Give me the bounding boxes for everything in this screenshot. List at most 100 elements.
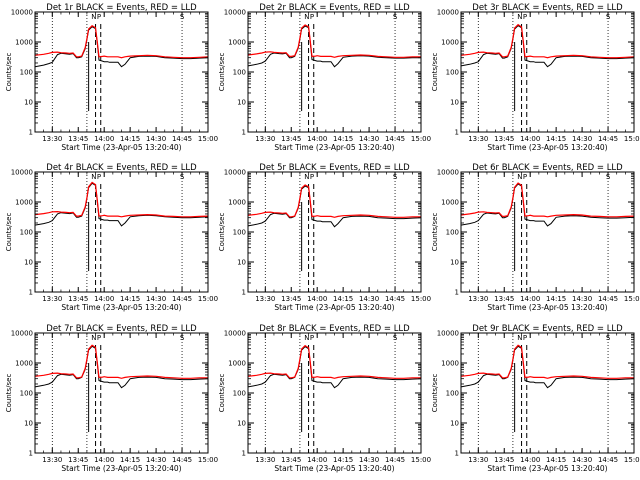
panel-4: Det 4r BLACK = Events, RED = LLDNPS11010… xyxy=(5,163,218,312)
panel-1: Det 1r BLACK = Events, RED = LLDNPS11010… xyxy=(5,3,218,152)
x-axis-label: Start Time (23-Apr-05 13:20:40) xyxy=(487,303,607,312)
y-tick-label: 1 xyxy=(455,129,459,137)
events-series-line xyxy=(34,182,209,227)
y-tick-label: 10000 xyxy=(437,169,459,177)
panel-2: Det 2r BLACK = Events, RED = LLDNPS11010… xyxy=(218,3,431,152)
x-tick-label: 14:45 xyxy=(385,135,405,143)
y-tick-label: 10 xyxy=(24,420,33,428)
x-tick-label: 14:00 xyxy=(520,456,540,464)
x-tick-label: 14:15 xyxy=(120,456,140,464)
y-tick-label: 10 xyxy=(24,259,33,267)
x-tick-label: 14:45 xyxy=(385,456,405,464)
x-tick-label: 15:00 xyxy=(411,295,431,303)
x-tick-label: 14:00 xyxy=(307,135,327,143)
x-tick-label: 13:45 xyxy=(494,135,514,143)
panel-title: Det 6r BLACK = Events, RED = LLD xyxy=(472,163,623,173)
x-tick-label: 13:30 xyxy=(468,295,488,303)
x-tick-label: 13:45 xyxy=(68,135,88,143)
x-tick-label: 13:45 xyxy=(281,456,301,464)
y-tick-label: 10 xyxy=(237,99,246,107)
events-series-line xyxy=(34,26,209,68)
lld-series-line xyxy=(247,24,421,58)
x-axis-label: Start Time (23-Apr-05 13:20:40) xyxy=(274,303,394,312)
y-tick-label: 1000 xyxy=(15,360,33,368)
y-tick-label: 10000 xyxy=(437,330,459,338)
panel-title: Det 4r BLACK = Events, RED = LLD xyxy=(46,163,197,173)
y-tick-label: 100 xyxy=(20,69,33,77)
top-marker-P: P xyxy=(97,13,101,21)
top-marker-P: P xyxy=(523,334,527,342)
x-tick-label: 14:00 xyxy=(94,295,114,303)
y-tick-label: 1000 xyxy=(15,39,33,47)
y-tick-label: 1 xyxy=(455,289,459,297)
y-tick-label: 1000 xyxy=(441,360,459,368)
x-tick-label: 14:30 xyxy=(572,456,592,464)
x-tick-label: 14:45 xyxy=(385,295,405,303)
x-tick-label: 14:45 xyxy=(172,295,192,303)
x-tick-label: 14:30 xyxy=(572,135,592,143)
x-tick-label: 14:30 xyxy=(146,135,166,143)
x-tick-label: 14:45 xyxy=(598,295,618,303)
x-axis-label: Start Time (23-Apr-05 13:20:40) xyxy=(61,303,181,312)
x-tick-label: 14:15 xyxy=(546,295,566,303)
x-tick-label: 15:00 xyxy=(624,135,640,143)
top-marker-N: N xyxy=(91,173,96,181)
y-axis-label: Counts/sec xyxy=(431,374,439,413)
y-tick-label: 100 xyxy=(446,69,459,77)
x-tick-label: 15:00 xyxy=(198,135,218,143)
lld-series-line xyxy=(34,181,209,218)
x-tick-label: 14:15 xyxy=(546,135,566,143)
x-axis-label: Start Time (23-Apr-05 13:20:40) xyxy=(487,464,607,473)
top-marker-P: P xyxy=(310,13,314,21)
panel-title: Det 5r BLACK = Events, RED = LLD xyxy=(259,163,410,173)
top-marker-P: P xyxy=(310,173,314,181)
y-tick-label: 100 xyxy=(20,390,33,398)
x-tick-label: 14:30 xyxy=(146,456,166,464)
x-tick-label: 14:00 xyxy=(520,295,540,303)
y-axis-label: Counts/sec xyxy=(218,374,226,413)
y-axis-label: Counts/sec xyxy=(431,53,439,92)
y-tick-label: 1 xyxy=(242,129,246,137)
x-tick-label: 14:00 xyxy=(307,456,327,464)
y-axis-label: Counts/sec xyxy=(218,213,226,252)
x-tick-label: 13:30 xyxy=(255,135,275,143)
events-series-line xyxy=(247,185,422,228)
top-marker-N: N xyxy=(91,13,96,21)
x-tick-label: 15:00 xyxy=(198,295,218,303)
y-tick-label: 1000 xyxy=(441,39,459,47)
panel-title: Det 7r BLACK = Events, RED = LLD xyxy=(46,324,197,334)
x-tick-label: 14:00 xyxy=(94,135,114,143)
y-tick-label: 10000 xyxy=(224,169,246,177)
x-tick-label: 13:45 xyxy=(281,295,301,303)
panel-6: Det 6r BLACK = Events, RED = LLDNPS11010… xyxy=(431,163,640,312)
events-series-line xyxy=(460,183,635,227)
events-series-line xyxy=(460,25,635,68)
top-marker-N: N xyxy=(517,334,522,342)
x-tick-label: 14:30 xyxy=(146,295,166,303)
events-series-line xyxy=(247,346,422,389)
x-tick-label: 15:00 xyxy=(411,135,431,143)
x-tick-label: 14:30 xyxy=(359,135,379,143)
x-tick-label: 13:30 xyxy=(468,456,488,464)
lld-series-line xyxy=(34,344,208,379)
x-axis-label: Start Time (23-Apr-05 13:20:40) xyxy=(274,143,394,152)
x-tick-label: 13:45 xyxy=(494,295,514,303)
x-tick-label: 14:15 xyxy=(333,456,353,464)
y-tick-label: 100 xyxy=(20,229,33,237)
x-tick-label: 13:30 xyxy=(468,135,488,143)
y-tick-label: 10000 xyxy=(11,330,33,338)
lld-series-line xyxy=(460,23,635,59)
x-tick-label: 14:45 xyxy=(172,456,192,464)
x-tick-label: 14:30 xyxy=(572,295,592,303)
y-axis-label: Counts/sec xyxy=(5,53,13,92)
panel-7: Det 7r BLACK = Events, RED = LLDNPS11010… xyxy=(5,324,218,473)
y-tick-label: 10000 xyxy=(437,9,459,17)
panel-8: Det 8r BLACK = Events, RED = LLDNPS11010… xyxy=(218,324,431,473)
y-tick-label: 1000 xyxy=(15,199,33,207)
x-tick-label: 14:15 xyxy=(120,295,140,303)
top-marker-N: N xyxy=(91,334,96,342)
top-marker-P: P xyxy=(97,334,101,342)
events-series-line xyxy=(247,25,421,68)
panel-title: Det 1r BLACK = Events, RED = LLD xyxy=(46,3,197,13)
